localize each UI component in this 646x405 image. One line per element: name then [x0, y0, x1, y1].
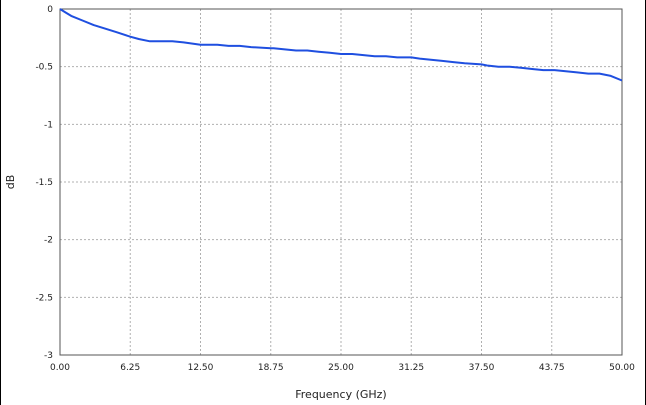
- y-tick-label: 0: [47, 5, 53, 15]
- x-axis-label: Frequency (GHz): [295, 388, 386, 401]
- y-axis-ticks: 0 -0.5 -1 -1.5 -2 -2.5 -3: [35, 5, 53, 361]
- y-tick-label: -1: [44, 120, 53, 130]
- x-tick-label: 6.25: [120, 363, 140, 373]
- y-tick-label: -3: [44, 351, 53, 361]
- x-tick-label: 0.00: [50, 363, 70, 373]
- x-tick-label: 25.00: [328, 363, 354, 373]
- x-tick-label: 12.50: [188, 363, 214, 373]
- x-tick-label: 50.00: [609, 363, 635, 373]
- y-tick-label: -1.5: [35, 178, 53, 188]
- x-tick-label: 31.25: [398, 363, 424, 373]
- y-tick-label: -2.5: [35, 293, 53, 303]
- y-tick-label: -0.5: [35, 63, 53, 73]
- y-tick-label: -2: [44, 236, 53, 246]
- series-layer: [59, 8, 623, 82]
- x-tick-label: 18.75: [258, 363, 284, 373]
- x-axis-ticks: 0.00 6.25 12.50 18.75 25.00 31.25 37.50 43.75 50…: [50, 363, 635, 373]
- y-axis-label: dB: [4, 175, 17, 190]
- x-tick-label: 43.75: [539, 363, 565, 373]
- plot-area: [59, 8, 623, 356]
- grid: [60, 9, 622, 355]
- series-line: [59, 8, 623, 82]
- x-tick-label: 37.50: [469, 363, 495, 373]
